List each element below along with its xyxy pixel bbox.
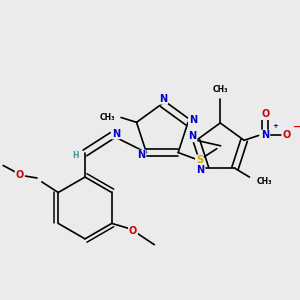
- Text: N: N: [137, 151, 146, 160]
- Text: N: N: [261, 130, 269, 140]
- Text: O: O: [16, 170, 24, 180]
- Text: O: O: [261, 109, 269, 119]
- Text: N: N: [196, 165, 205, 175]
- Text: O: O: [129, 226, 137, 236]
- Text: −: −: [293, 122, 300, 132]
- Text: O: O: [283, 130, 291, 140]
- Text: N: N: [188, 131, 196, 141]
- Text: H: H: [72, 151, 79, 160]
- Text: N: N: [112, 129, 120, 139]
- Text: CH₃: CH₃: [212, 85, 228, 94]
- Text: N: N: [159, 94, 167, 104]
- Text: N: N: [189, 116, 197, 125]
- Text: CH₃: CH₃: [256, 177, 272, 186]
- Text: S: S: [196, 155, 203, 165]
- Text: CH₃: CH₃: [100, 113, 115, 122]
- Text: +: +: [272, 123, 278, 129]
